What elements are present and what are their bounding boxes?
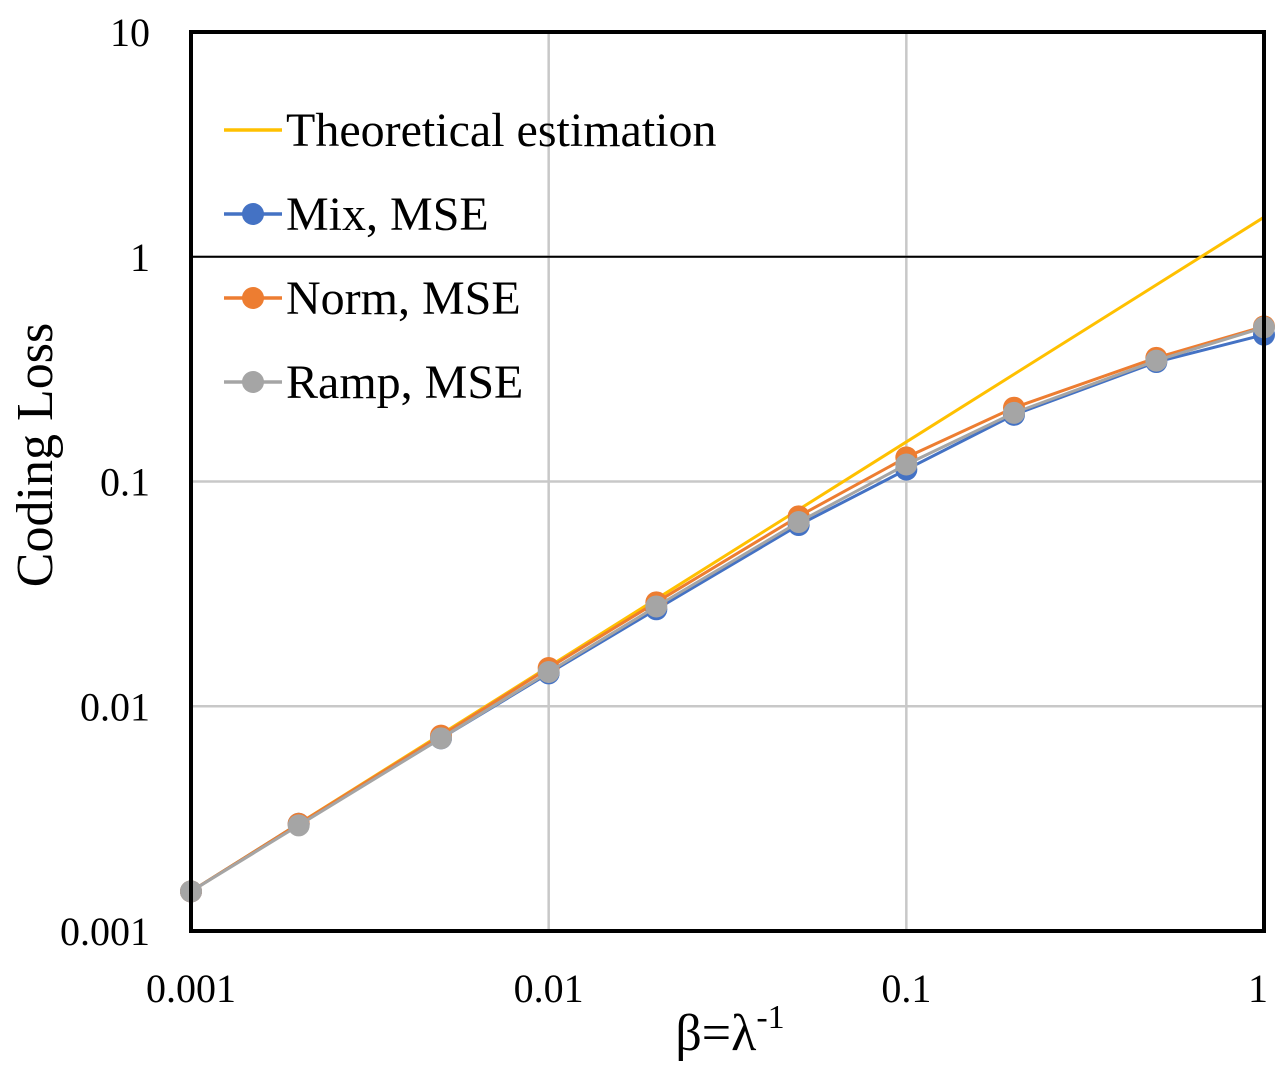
legend-label-mix-mse: Mix, MSE: [286, 188, 489, 241]
data-point-ramp-mse: [645, 595, 668, 618]
data-point-ramp-mse: [537, 661, 560, 684]
legend-marker-mix-mse: [242, 203, 264, 225]
y-tick-label: 0.01: [80, 684, 150, 729]
y-tick-label: 0.001: [60, 909, 150, 954]
data-point-ramp-mse: [895, 453, 918, 476]
legend-label-theoretical-estimation: Theoretical estimation: [286, 104, 717, 157]
x-axis-title: β=λ-1: [675, 999, 784, 1062]
x-tick-label: 0.1: [881, 966, 931, 1011]
series-line-mix-mse: [190, 333, 1265, 893]
y-tick-label: 10: [110, 10, 150, 55]
y-axis-title: Coding Loss: [7, 323, 64, 587]
plot-frame: [189, 30, 1266, 933]
grid-layer: [191, 32, 1266, 931]
x-tick-label: 0.01: [514, 966, 584, 1011]
data-point-ramp-mse: [429, 727, 452, 750]
x-tick-label: 0.001: [146, 966, 236, 1011]
y-tick-label: 0.1: [100, 460, 150, 505]
series-line-norm-mse: [190, 324, 1265, 893]
data-point-ramp-mse: [287, 814, 310, 837]
data-point-ramp-mse: [1145, 349, 1168, 372]
legend: Theoretical estimation Mix, MSE Norm, MSE R…: [224, 104, 717, 409]
legend-label-ramp-mse: Ramp, MSE: [286, 356, 523, 409]
legend-marker-norm-mse: [242, 287, 264, 309]
tick-label-layer: 0.001 0.01 0.1 1 0.001 0.01 0.1 1 10: [60, 10, 1268, 1011]
legend-marker-ramp-mse: [242, 371, 264, 393]
x-tick-label: 1: [1248, 966, 1268, 1011]
series-layer: [180, 215, 1275, 903]
data-point-ramp-mse: [787, 511, 810, 534]
y-tick-label: 1: [130, 235, 150, 280]
legend-label-norm-mse: Norm, MSE: [286, 272, 521, 325]
series-line-ramp-mse: [190, 325, 1265, 893]
data-point-ramp-mse: [1003, 401, 1026, 424]
